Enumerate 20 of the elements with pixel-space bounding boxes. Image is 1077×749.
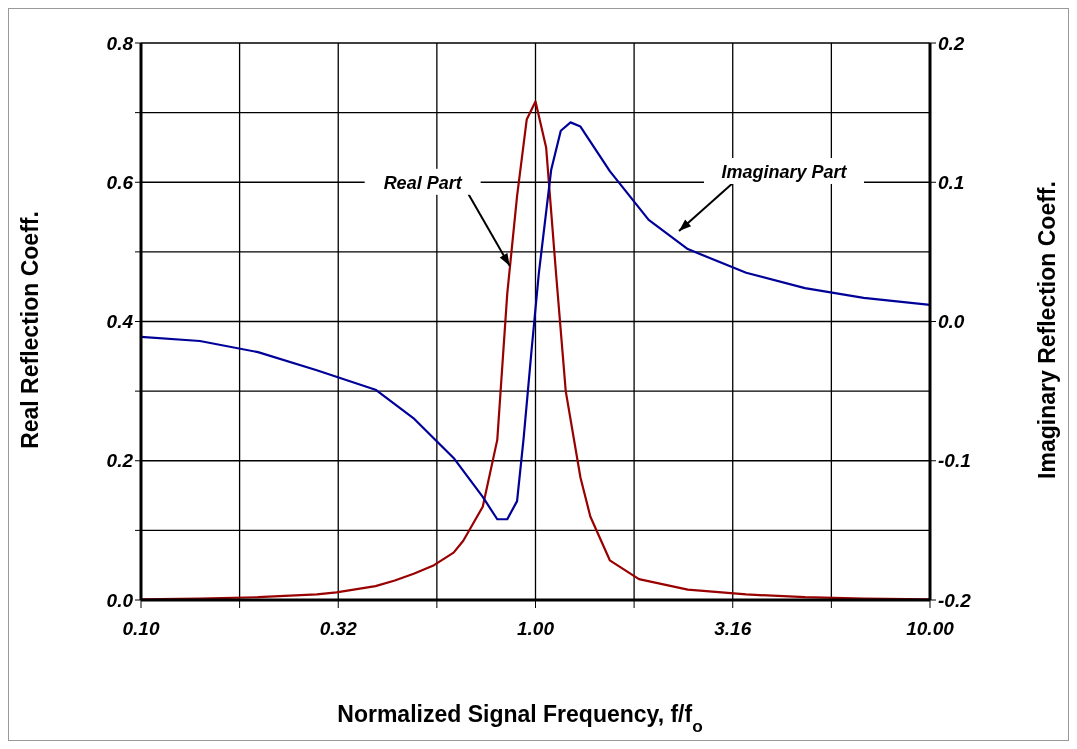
y2-axis-title: Imaginary Reflection Coeff. (1034, 181, 1060, 479)
x-tick-label: 0.10 (122, 618, 160, 640)
y-tick-label: 0.4 (106, 311, 134, 333)
y2-tick-label: -0.2 (938, 589, 972, 611)
y-tick-label: 0.2 (106, 450, 134, 472)
y2-tick-label: 0.1 (938, 171, 965, 193)
x-tick-label: 0.32 (319, 618, 358, 640)
x-tick-label: 3.16 (714, 618, 752, 640)
annotation: Real Part (383, 172, 463, 193)
annotation: Imaginary Part (721, 162, 848, 182)
x-tick-label: 10.00 (906, 618, 955, 640)
x-tick-label: 1.00 (517, 618, 555, 640)
y-tick-label: 0.8 (106, 32, 134, 54)
y-tick-label: 0.6 (106, 171, 134, 193)
y2-tick-label: -0.1 (938, 450, 971, 472)
y-tick-label: 0.0 (106, 589, 134, 611)
y-axis-title: Real Reflection Coeff. (17, 211, 43, 449)
x-axis-title: Normalized Signal Frequency, f/f$_{o}$ (337, 701, 703, 736)
y2-tick-label: 0.2 (938, 32, 965, 54)
y2-tick-label: 0.0 (938, 311, 965, 333)
